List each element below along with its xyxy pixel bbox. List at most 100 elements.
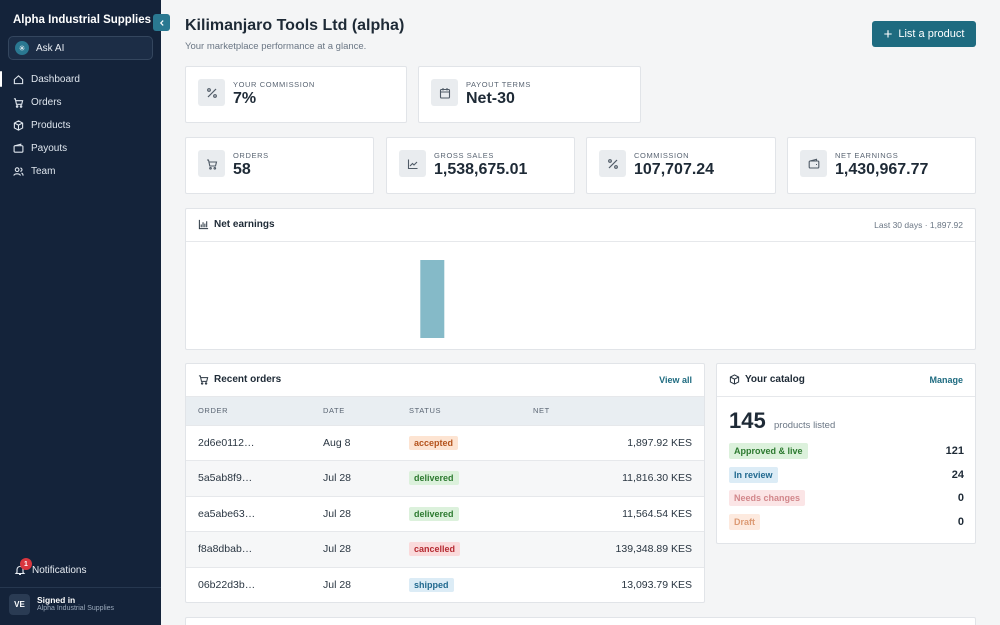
- order-net-cell: 13,093.79 KES: [533, 566, 704, 603]
- catalog-status-count: 121: [945, 445, 964, 457]
- status-badge: delivered: [409, 471, 459, 486]
- notification-count-badge: 1: [20, 558, 32, 570]
- table-header-row: Order Date Status Net: [186, 397, 704, 425]
- cart-icon: [198, 150, 225, 177]
- order-status-cell: accepted: [409, 424, 533, 461]
- bar-chart-icon: [198, 219, 209, 230]
- stat-value: Net-30: [466, 90, 515, 107]
- notifications-button[interactable]: 1 Notifications: [14, 558, 87, 576]
- order-id-cell: 06b22d3b…: [186, 566, 323, 603]
- chart-bar[interactable]: [420, 260, 445, 338]
- order-status-cell: shipped: [409, 566, 533, 603]
- sidebar-item-orders[interactable]: Orders: [0, 91, 161, 114]
- catalog-count: 145: [729, 408, 766, 433]
- order-id-cell: ea5abe63…: [186, 495, 323, 532]
- catalog-status-badge: In review: [729, 466, 778, 483]
- stat-value: 58: [233, 161, 251, 178]
- sidebar-item-payouts[interactable]: Payouts: [0, 137, 161, 160]
- cart-icon: [198, 375, 209, 385]
- percent-icon: [198, 79, 225, 106]
- catalog-status-badge: Draft: [729, 513, 761, 530]
- payout-terms-card: Payout terms Net-30: [418, 66, 641, 123]
- chart-summary: Last 30 days · 1,897.92: [874, 220, 963, 230]
- column-header-status[interactable]: Status: [409, 397, 533, 425]
- order-date-cell: Jul 28: [323, 495, 409, 532]
- sidebar-item-label: Payouts: [31, 143, 68, 154]
- cart-icon: [13, 98, 24, 108]
- sidebar-item-label: Orders: [31, 97, 62, 108]
- sidebar-item-label: Team: [31, 166, 56, 177]
- commission-stat-card: Commission 107,707.24: [586, 137, 776, 194]
- table-row[interactable]: f8a8dbab… Jul 28 cancelled 139,348.89 KES: [186, 531, 704, 567]
- list-product-button[interactable]: + List a product: [872, 21, 976, 47]
- orders-table: Order Date Status Net 2d6e0112… Aug 8 acce…: [186, 397, 704, 603]
- order-id-cell: 5a5ab8f9…: [186, 460, 323, 496]
- sparkle-icon: ✳: [15, 41, 29, 55]
- net-earnings-title: Net earnings: [214, 219, 275, 230]
- orders-table-body: 2d6e0112… Aug 8 accepted 1,897.92 KES 5a5ab8…: [186, 424, 704, 603]
- card-header: Your catalog Manage: [717, 364, 975, 397]
- catalog-status-row[interactable]: Needs changes 0: [729, 490, 964, 508]
- calendar-icon: [431, 79, 458, 106]
- orders-stat-card: Orders 58: [185, 137, 374, 194]
- sidebar-item-team[interactable]: Team: [0, 160, 161, 183]
- table-row[interactable]: 06b22d3b… Jul 28 shipped 13,093.79 KES: [186, 566, 704, 603]
- sidebar-item-label: Dashboard: [31, 74, 80, 85]
- stat-label: Gross sales: [434, 151, 494, 160]
- status-badge: shipped: [409, 578, 454, 592]
- card-title: Your catalog: [729, 374, 805, 385]
- order-status-cell: cancelled: [409, 531, 533, 567]
- order-status-cell: delivered: [409, 495, 533, 532]
- order-net-cell: 11,564.54 KES: [533, 495, 704, 532]
- users-icon: [13, 167, 24, 176]
- sidebar-item-dashboard[interactable]: Dashboard: [0, 68, 161, 91]
- column-header-date[interactable]: Date: [323, 397, 409, 425]
- table-row[interactable]: 2d6e0112… Aug 8 accepted 1,897.92 KES: [186, 424, 704, 461]
- status-badge: accepted: [409, 435, 459, 450]
- stat-value: 1,430,967.77: [835, 161, 929, 178]
- catalog-status-row[interactable]: Approved & live 121: [729, 443, 964, 461]
- box-icon: [729, 374, 740, 385]
- gross-sales-stat-card: Gross sales 1,538,675.01: [386, 137, 575, 194]
- card-title: Recent orders: [198, 374, 281, 385]
- catalog-status-count: 0: [957, 492, 964, 504]
- percent-icon: [599, 150, 626, 177]
- manage-link[interactable]: Manage: [929, 375, 963, 385]
- sidebar-divider: [0, 587, 161, 588]
- view-all-link[interactable]: View all: [659, 375, 692, 385]
- page-title: Kilimanjaro Tools Ltd (alpha): [185, 17, 405, 34]
- recent-orders-title: Recent orders: [214, 374, 282, 385]
- stat-value: 7%: [233, 90, 257, 107]
- chevron-left-icon: [159, 19, 164, 26]
- card-header: Recent orders View all: [186, 364, 704, 397]
- column-header-net[interactable]: Net: [533, 397, 704, 425]
- order-net-cell: 11,816.30 KES: [533, 460, 704, 496]
- order-net-cell: 139,348.89 KES: [533, 531, 704, 567]
- home-icon: [13, 75, 24, 85]
- stat-label: Commission: [634, 151, 690, 160]
- collapse-sidebar-button[interactable]: [153, 14, 170, 31]
- next-card: [185, 617, 976, 625]
- ask-ai-button[interactable]: ✳ Ask AI: [8, 36, 153, 60]
- status-badge: cancelled: [409, 542, 461, 557]
- table-row[interactable]: 5a5ab8f9… Jul 28 delivered 11,816.30 KES: [186, 460, 704, 496]
- catalog-status-badge: Needs changes: [729, 490, 806, 506]
- catalog-status-row[interactable]: Draft 0: [729, 513, 964, 532]
- table-row[interactable]: ea5abe63… Jul 28 delivered 11,564.54 KES: [186, 495, 704, 532]
- ask-ai-label: Ask AI: [36, 42, 65, 54]
- order-status-cell: delivered: [409, 460, 533, 496]
- avatar[interactable]: VE: [9, 594, 30, 615]
- status-badge: delivered: [409, 506, 459, 521]
- notifications-label: Notifications: [32, 564, 87, 576]
- stat-label: Your commission: [233, 80, 315, 89]
- sidebar: Alpha Industrial Supplies ✳ Ask AI Dashb…: [0, 0, 161, 625]
- sidebar-item-products[interactable]: Products: [0, 114, 161, 137]
- sidebar-item-label: Products: [31, 120, 71, 131]
- catalog-title: Your catalog: [745, 374, 805, 385]
- catalog-status-row[interactable]: In review 24: [729, 466, 964, 485]
- signed-in-org: Alpha Industrial Supplies: [37, 605, 115, 612]
- trend-chart-icon: [399, 150, 426, 177]
- net-earnings-chart: [420, 260, 445, 338]
- stat-value: 107,707.24: [634, 161, 715, 178]
- column-header-order[interactable]: Order: [186, 397, 323, 425]
